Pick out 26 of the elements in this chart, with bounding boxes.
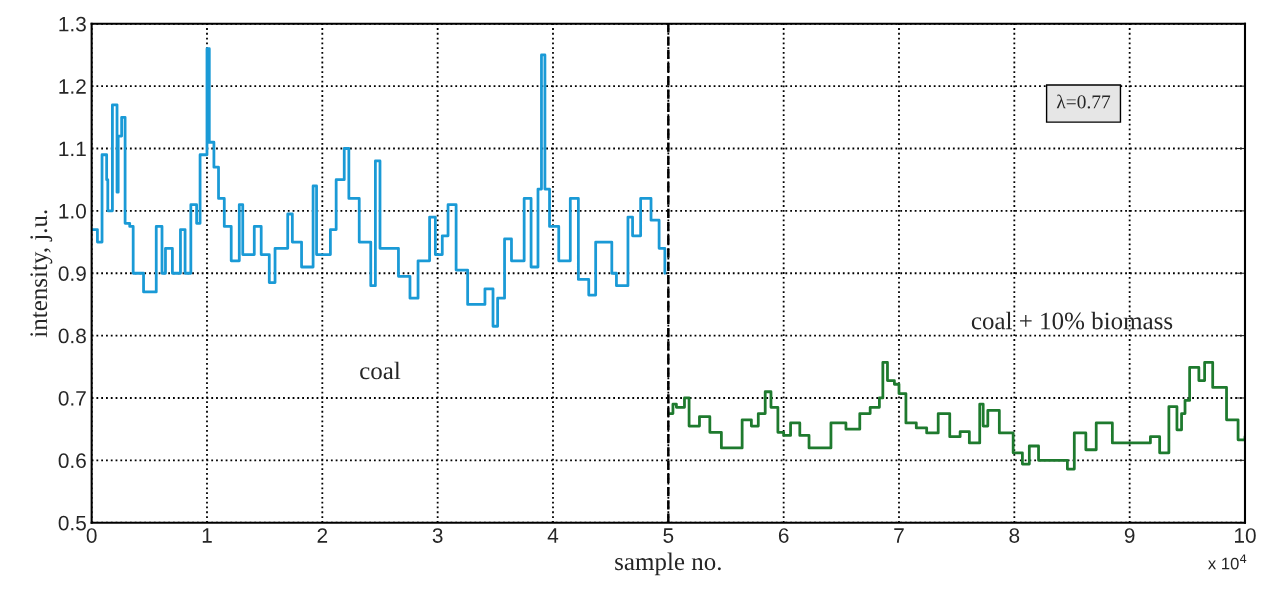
- text: x 10$^{4}$: [1208, 554, 1247, 570]
- x-tick-label: 4: [547, 528, 559, 543]
- y-tick-label: 1.3: [59, 16, 86, 32]
- x-tick-label: 5: [663, 528, 674, 543]
- annotation: λ=0.77: [1056, 94, 1111, 109]
- x-axis-title: sample no.: [615, 552, 721, 576]
- y-axis-title: intensity, j.u.: [30, 210, 53, 338]
- y-tick-label: 1.0: [59, 203, 86, 219]
- y-tick-label: 0.5: [58, 515, 86, 531]
- x-tick-label: 8: [1009, 528, 1020, 543]
- x-tick-label: 9: [1124, 528, 1135, 543]
- annotation: coal + 10% biomass: [971, 311, 1173, 330]
- x-tick-label: 3: [432, 528, 443, 543]
- x-tick-label: 6: [778, 528, 789, 543]
- x-tick-label: 0: [86, 528, 97, 543]
- y-tick-label: 1.1: [59, 141, 86, 157]
- x-tick-label: 2: [317, 528, 328, 543]
- y-tick-label: 0.6: [58, 453, 86, 469]
- x-tick-label: 1: [202, 528, 212, 543]
- x-tick-label: 7: [894, 528, 904, 543]
- x-tick-label: 10: [1235, 528, 1256, 543]
- y-tick-label: 0.8: [58, 328, 86, 344]
- annotation: coal: [360, 361, 401, 380]
- y-tick-label: 1.2: [59, 79, 86, 94]
- y-tick-label: 0.9: [58, 266, 86, 281]
- y-tick-label: 0.7: [58, 390, 86, 406]
